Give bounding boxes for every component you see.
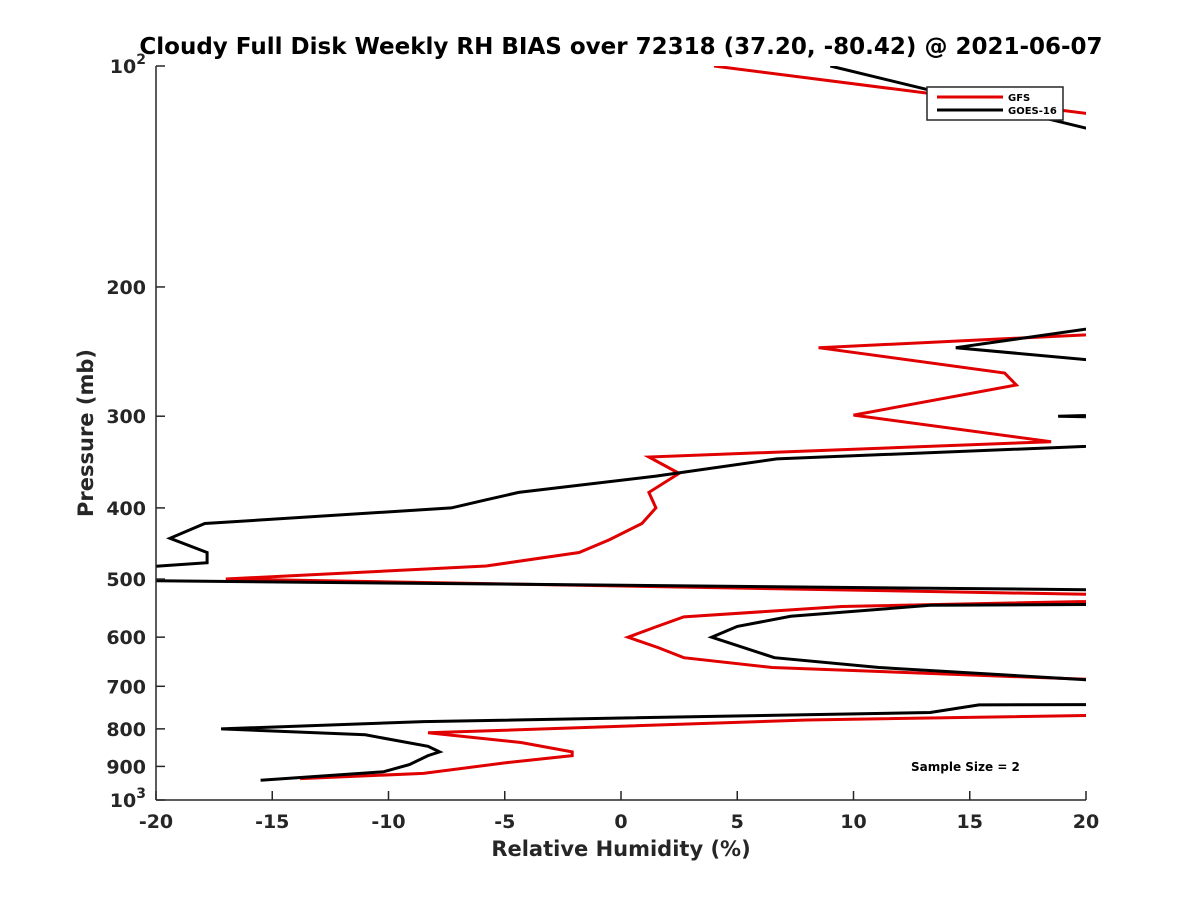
y-tick-label: 500 [106,569,146,591]
legend-label-goes16: GOES-16 [1008,106,1057,117]
y-tick-label: 200 [106,277,146,299]
x-tick-label: 5 [731,811,744,833]
x-axis-label: Relative Humidity (%) [491,837,750,861]
series-line-gfs [225,66,1086,781]
y-tick-label: 400 [106,498,146,520]
x-tick-label: -20 [139,811,173,833]
x-tick-label: 15 [957,811,983,833]
x-tick-label: -15 [255,811,289,833]
legend-label-gfs: GFS [1008,93,1030,104]
series-layer [156,66,1086,782]
chart-title: Cloudy Full Disk Weekly RH BIAS over 723… [139,34,1102,60]
x-tick-label: 20 [1073,811,1099,833]
y-tick-label: 600 [106,627,146,649]
y-tick-label: 700 [106,676,146,698]
y-tick-label: 800 [106,719,146,741]
legend: GFS GOES-16 [926,86,1064,121]
x-ticks: -20 -15 -10 -5 0 5 10 15 20 [139,791,1099,833]
series-line-goes16 [156,66,1086,782]
x-tick-label: -5 [494,811,515,833]
sample-size-annotation: Sample Size = 2 [911,760,1020,774]
y-tick-label: 900 [106,756,146,778]
legend-box [926,86,1064,121]
y-tick-label: 300 [106,406,146,428]
x-tick-label: 10 [840,811,866,833]
x-tick-label: 0 [614,811,627,833]
plot-area [156,66,1086,800]
y-axis-label: Pressure (mb) [74,349,98,517]
x-tick-label: -10 [371,811,405,833]
